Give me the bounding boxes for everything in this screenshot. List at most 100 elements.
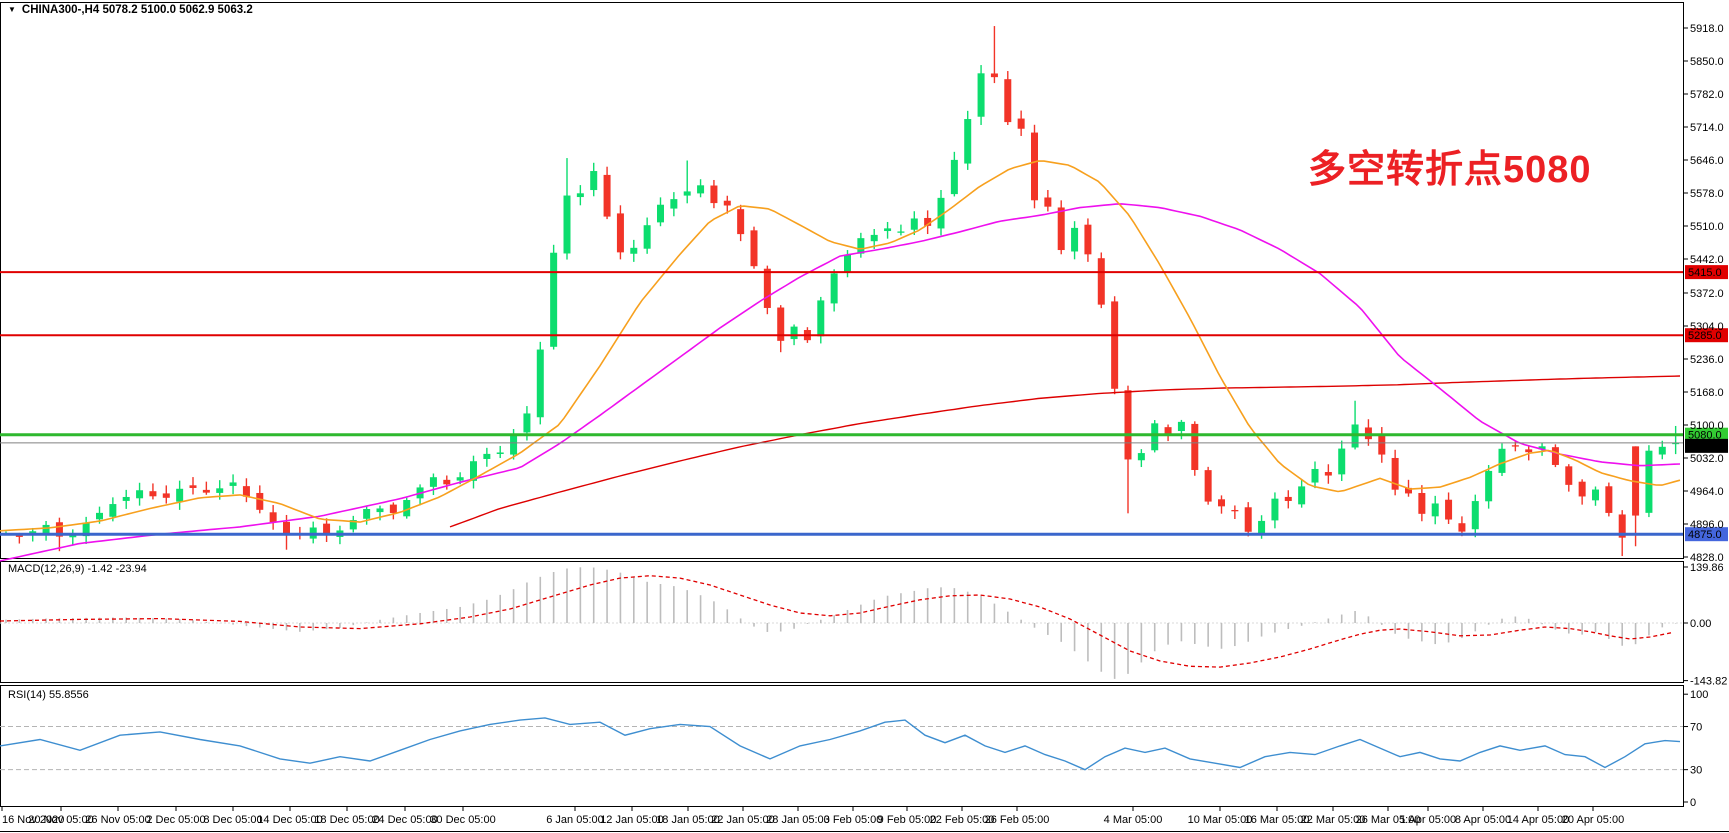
candle-body [1204, 470, 1212, 502]
candle-body [1391, 457, 1399, 490]
candle-body [1498, 448, 1506, 473]
price-tick-label: 5918.0 [1690, 23, 1724, 35]
candle-body [1324, 472, 1332, 476]
candle-body [1431, 503, 1439, 517]
time-tick-label: 18 Jan 05:00 [656, 814, 720, 826]
price-tick-label: 5100.0 [1690, 420, 1724, 432]
time-tick-label: 22 Jan 05:00 [711, 814, 775, 826]
macd-panel: 139.86 0.00 -143.82 [0, 562, 1727, 688]
candle-body [162, 493, 170, 498]
candle-body [470, 461, 477, 481]
rsi-tick-label: 100 [1690, 689, 1708, 701]
candle-body [1191, 423, 1199, 470]
candle-body [870, 234, 878, 242]
symbol-dropdown-icon[interactable]: ▼ [8, 5, 16, 14]
macd-signal-line [0, 575, 1673, 668]
price-tick-label: 5372.0 [1690, 288, 1724, 300]
time-tick-label: 8 Apr 05:00 [1455, 814, 1511, 826]
candle-body [1471, 501, 1479, 530]
chart-title: ▼ CHINA300-,H4 5078.2 5100.0 5062.9 5063… [8, 4, 253, 16]
candle-body [830, 273, 838, 304]
time-tick-label: 20 Nov 05:00 [28, 814, 93, 826]
time-tick-label: 16 Nov 2020 [2, 814, 64, 826]
candle-body [1084, 224, 1092, 255]
level-badge-4875.0: 4875.0 [1685, 527, 1728, 542]
candle-body [1017, 118, 1025, 129]
level-badge-5080.0: 5080.0 [1685, 427, 1728, 442]
candle-body [149, 491, 157, 497]
symbol-ohlc-text: CHINA300-,H4 5078.2 5100.0 5062.9 5063.2 [21, 4, 253, 16]
time-tick-label: 26 Mar 05:00 [1356, 814, 1421, 826]
candle-body [630, 247, 638, 254]
price-axis[interactable]: 5918.0 5850.0 5782.0 5714.0 5646.0 5578.0 5510… [1683, 23, 1724, 564]
candle-body [1511, 445, 1519, 447]
price-tick-label: 5850.0 [1690, 56, 1724, 68]
rsi-tick-label: 30 [1690, 765, 1702, 777]
time-tick-label: 10 Mar 05:00 [1188, 814, 1253, 826]
candle-body [1044, 197, 1052, 207]
svg-text:5063.2: 5063.2 [1688, 441, 1722, 453]
candle-body [977, 73, 985, 117]
candle-body [15, 535, 23, 537]
rsi-indicator-label: RSI(14) 55.8556 [8, 689, 89, 701]
time-tick-label: 20 Apr 05:00 [1562, 814, 1624, 826]
candle-body [69, 534, 77, 538]
time-tick-label: 3 Feb 05:00 [824, 814, 883, 826]
current-price-badge: 5063.2 [1685, 438, 1728, 453]
time-tick-label: 30 Dec 05:00 [430, 814, 495, 826]
candle-body [1071, 227, 1079, 252]
candle-body [1578, 481, 1586, 497]
candle-body [884, 228, 892, 232]
candle-body [897, 231, 905, 233]
price-tick-label: 5714.0 [1690, 122, 1724, 134]
candle-body [1551, 447, 1559, 465]
candle-body [790, 326, 798, 340]
candle-body [1151, 423, 1159, 451]
candle-body [429, 477, 437, 487]
candle-body [683, 191, 691, 196]
price-tick-label: 5442.0 [1690, 254, 1724, 266]
candle-body [964, 119, 972, 164]
candle-body [576, 193, 584, 198]
candle-body [590, 171, 598, 191]
candle-body [1378, 435, 1386, 455]
svg-text:5415.0: 5415.0 [1688, 267, 1722, 279]
time-tick-label: 26 Nov 05:00 [85, 814, 150, 826]
candle-body [1605, 486, 1613, 513]
candle-body [1271, 498, 1279, 521]
time-tick-label: 9 Feb 05:00 [878, 814, 937, 826]
slow-ma-line [449, 375, 1681, 528]
candle-body [1405, 487, 1412, 494]
candle-body [510, 436, 518, 455]
candle-body [389, 504, 397, 513]
candle-body [136, 490, 144, 499]
candle-body [536, 349, 544, 418]
time-tick-label: 1 Apr 05:00 [1400, 814, 1456, 826]
candle-body [1298, 486, 1306, 505]
horizontal-levels[interactable]: 5415.0 5285.0 5080.0 4875.0 5063.2 [0, 265, 1728, 542]
price-tick-label: 4828.0 [1690, 552, 1724, 564]
candle-body [723, 200, 731, 206]
price-tick-label: 5578.0 [1690, 188, 1724, 200]
candle-body [950, 159, 958, 195]
time-tick-label: 2 Dec 05:00 [146, 814, 205, 826]
candle-body [1124, 390, 1132, 460]
candle-body [269, 512, 277, 523]
candle-body [202, 489, 210, 493]
time-tick-label: 28 Jan 05:00 [766, 814, 830, 826]
candle-body [910, 218, 918, 230]
macd-tick-label: 0.00 [1690, 618, 1711, 630]
level-badge-5285.0: 5285.0 [1685, 328, 1728, 343]
candle-body [990, 73, 998, 78]
candle-body [1538, 446, 1546, 450]
candle-body [42, 524, 50, 536]
turning-point-annotation[interactable]: 多空转折点5080 [1308, 149, 1592, 191]
candle-body [737, 209, 745, 235]
candle-body [817, 300, 825, 337]
price-tick-label: 5236.0 [1690, 354, 1724, 366]
time-tick-label: 22 Feb 05:00 [930, 814, 995, 826]
candle-body [1137, 453, 1145, 461]
